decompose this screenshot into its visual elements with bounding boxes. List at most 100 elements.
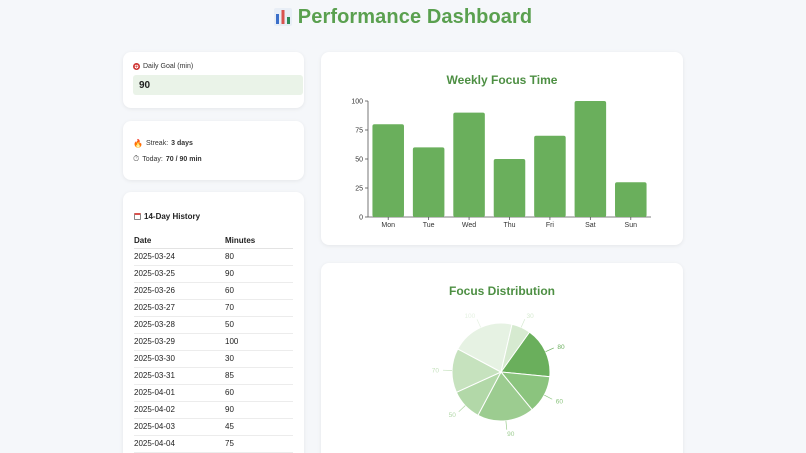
page-title: Performance Dashboard: [297, 5, 533, 28]
pie-label-leader: [505, 420, 508, 430]
page-header: Performance Dashboard: [0, 4, 806, 30]
bar: [453, 112, 485, 217]
bar-chart-icon: [273, 8, 292, 26]
pie-label-leader: [545, 347, 554, 353]
table-row: 2025-03-25 90: [134, 265, 293, 283]
history-minutes-cell: 75: [225, 435, 293, 453]
pie-slice-label: 80: [557, 344, 565, 351]
x-tick-label: Thu: [503, 222, 515, 229]
history-date-cell: 2025-03-29: [134, 333, 225, 351]
table-row: 2025-04-01 60: [134, 384, 293, 402]
history-date-cell: 2025-04-04: [134, 435, 225, 453]
pie-slice: [477, 371, 533, 422]
history-date-cell: 2025-03-25: [134, 265, 225, 283]
daily-goal-card: Daily Goal (min) 90: [123, 52, 304, 108]
today-label: Today:: [142, 155, 163, 163]
bar: [372, 124, 404, 217]
daily-goal-label: Daily Goal (min): [133, 63, 294, 70]
table-row: 2025-03-27 70: [134, 299, 293, 317]
pie-label-leader: [520, 318, 526, 328]
y-tick-label: 0: [359, 215, 363, 222]
weekly-focus-chart-card: Weekly Focus Time 0 25 50 75 100 Mon Tue Wed Thu…: [321, 52, 683, 245]
y-tick-label: 50: [355, 157, 363, 164]
pie-label-leader: [458, 405, 466, 412]
pie-slice: [457, 322, 513, 373]
y-tick-label: 100: [351, 99, 363, 106]
pie-chart-title: Focus Distribution: [449, 284, 555, 298]
pie-slice-label: 50: [449, 412, 457, 419]
x-tick-label: Sun: [625, 222, 638, 229]
column-header-minutes: Minutes: [225, 233, 293, 249]
table-row: 2025-03-26 60: [134, 282, 293, 300]
table-row: 2025-03-29 100: [134, 333, 293, 351]
pie-slice-label: 70: [432, 368, 440, 375]
pie-slice-label: 90: [507, 431, 515, 438]
pie-label-leader: [544, 394, 553, 400]
table-row: 2025-04-03 45: [134, 418, 293, 436]
weekly-bar-chart: 0 25 50 75 100 Mon Tue Wed Thu Fri Sat Sun: [351, 99, 651, 229]
history-date-cell: 2025-03-27: [134, 299, 225, 317]
bar: [534, 135, 566, 217]
pie-slice-label: 100: [464, 313, 475, 320]
daily-goal-input[interactable]: 90: [133, 75, 303, 95]
pie-label-leader: [476, 319, 482, 328]
pie-slice: [500, 331, 551, 378]
pie-slice-label: 60: [556, 399, 564, 406]
history-date-cell: 2025-03-30: [134, 350, 225, 368]
table-row: 2025-03-28 50: [134, 316, 293, 334]
calendar-icon: [134, 213, 141, 220]
history-date-cell: 2025-04-01: [134, 384, 225, 402]
stopwatch-icon: ⏱: [133, 154, 140, 163]
history-date-cell: 2025-03-24: [134, 248, 225, 266]
table-row: 2025-04-02 90: [134, 401, 293, 419]
history-title-text: 14-Day History: [144, 212, 201, 221]
focus-pie-chart: 80 60 90 50 70 100 30: [432, 313, 565, 438]
table-row: 2025-03-31 85: [134, 367, 293, 385]
history-minutes-cell: 90: [225, 265, 293, 283]
streak-value: 3 days: [171, 139, 193, 147]
focus-distribution-card: Focus Distribution 80 60 90 50 70 100 30: [321, 263, 683, 453]
fire-icon: 🔥: [133, 138, 143, 148]
y-tick-label: 25: [355, 186, 363, 193]
y-tick-label: 75: [355, 128, 363, 135]
history-date-cell: 2025-03-28: [134, 316, 225, 334]
history-table: Date Minutes 2025-03-24 80 2025-03-25 90 202…: [134, 233, 293, 453]
history-minutes-cell: 60: [225, 282, 293, 300]
table-row: 2025-04-04 75: [134, 435, 293, 453]
streak-label: Streak:: [145, 139, 169, 147]
x-tick-label: Fri: [546, 222, 555, 229]
history-minutes-cell: 45: [225, 418, 293, 436]
x-tick-label: Tue: [423, 222, 435, 229]
weekly-chart-title: Weekly Focus Time: [446, 73, 558, 87]
history-minutes-cell: 30: [225, 350, 293, 368]
streak-row: 🔥 Streak: 3 days: [133, 138, 294, 148]
table-row: 2025-03-30 30: [134, 350, 293, 368]
history-minutes-cell: 90: [225, 401, 293, 419]
daily-goal-label-text: Daily Goal (min): [143, 63, 194, 70]
x-tick-label: Mon: [381, 222, 395, 229]
history-minutes-cell: 80: [225, 248, 293, 266]
streak-card: 🔥 Streak: 3 days ⏱ Today: 70 / 90 min: [123, 121, 304, 180]
history-minutes-cell: 50: [225, 316, 293, 334]
history-minutes-cell: 85: [225, 367, 293, 385]
target-icon: [133, 63, 140, 70]
history-date-cell: 2025-04-03: [134, 418, 225, 436]
history-minutes-cell: 70: [225, 299, 293, 317]
bar: [574, 101, 607, 217]
column-header-date: Date: [134, 233, 225, 249]
history-minutes-cell: 100: [225, 333, 293, 351]
table-row: 2025-03-24 80: [134, 248, 293, 266]
pie-slice-label: 30: [526, 313, 534, 320]
history-header-row: Date Minutes: [134, 233, 293, 249]
history-date-cell: 2025-03-31: [134, 367, 225, 385]
daily-goal-value: 90: [139, 79, 151, 91]
history-minutes-cell: 60: [225, 384, 293, 402]
x-tick-label: Sat: [585, 222, 596, 229]
today-value: 70 / 90 min: [165, 155, 202, 163]
history-date-cell: 2025-04-02: [134, 401, 225, 419]
bar: [412, 147, 445, 217]
bar: [493, 159, 526, 217]
bar: [615, 182, 647, 217]
history-card: 14-Day History Date Minutes 2025-03-24 80…: [123, 192, 304, 453]
history-date-cell: 2025-03-26: [134, 282, 225, 300]
